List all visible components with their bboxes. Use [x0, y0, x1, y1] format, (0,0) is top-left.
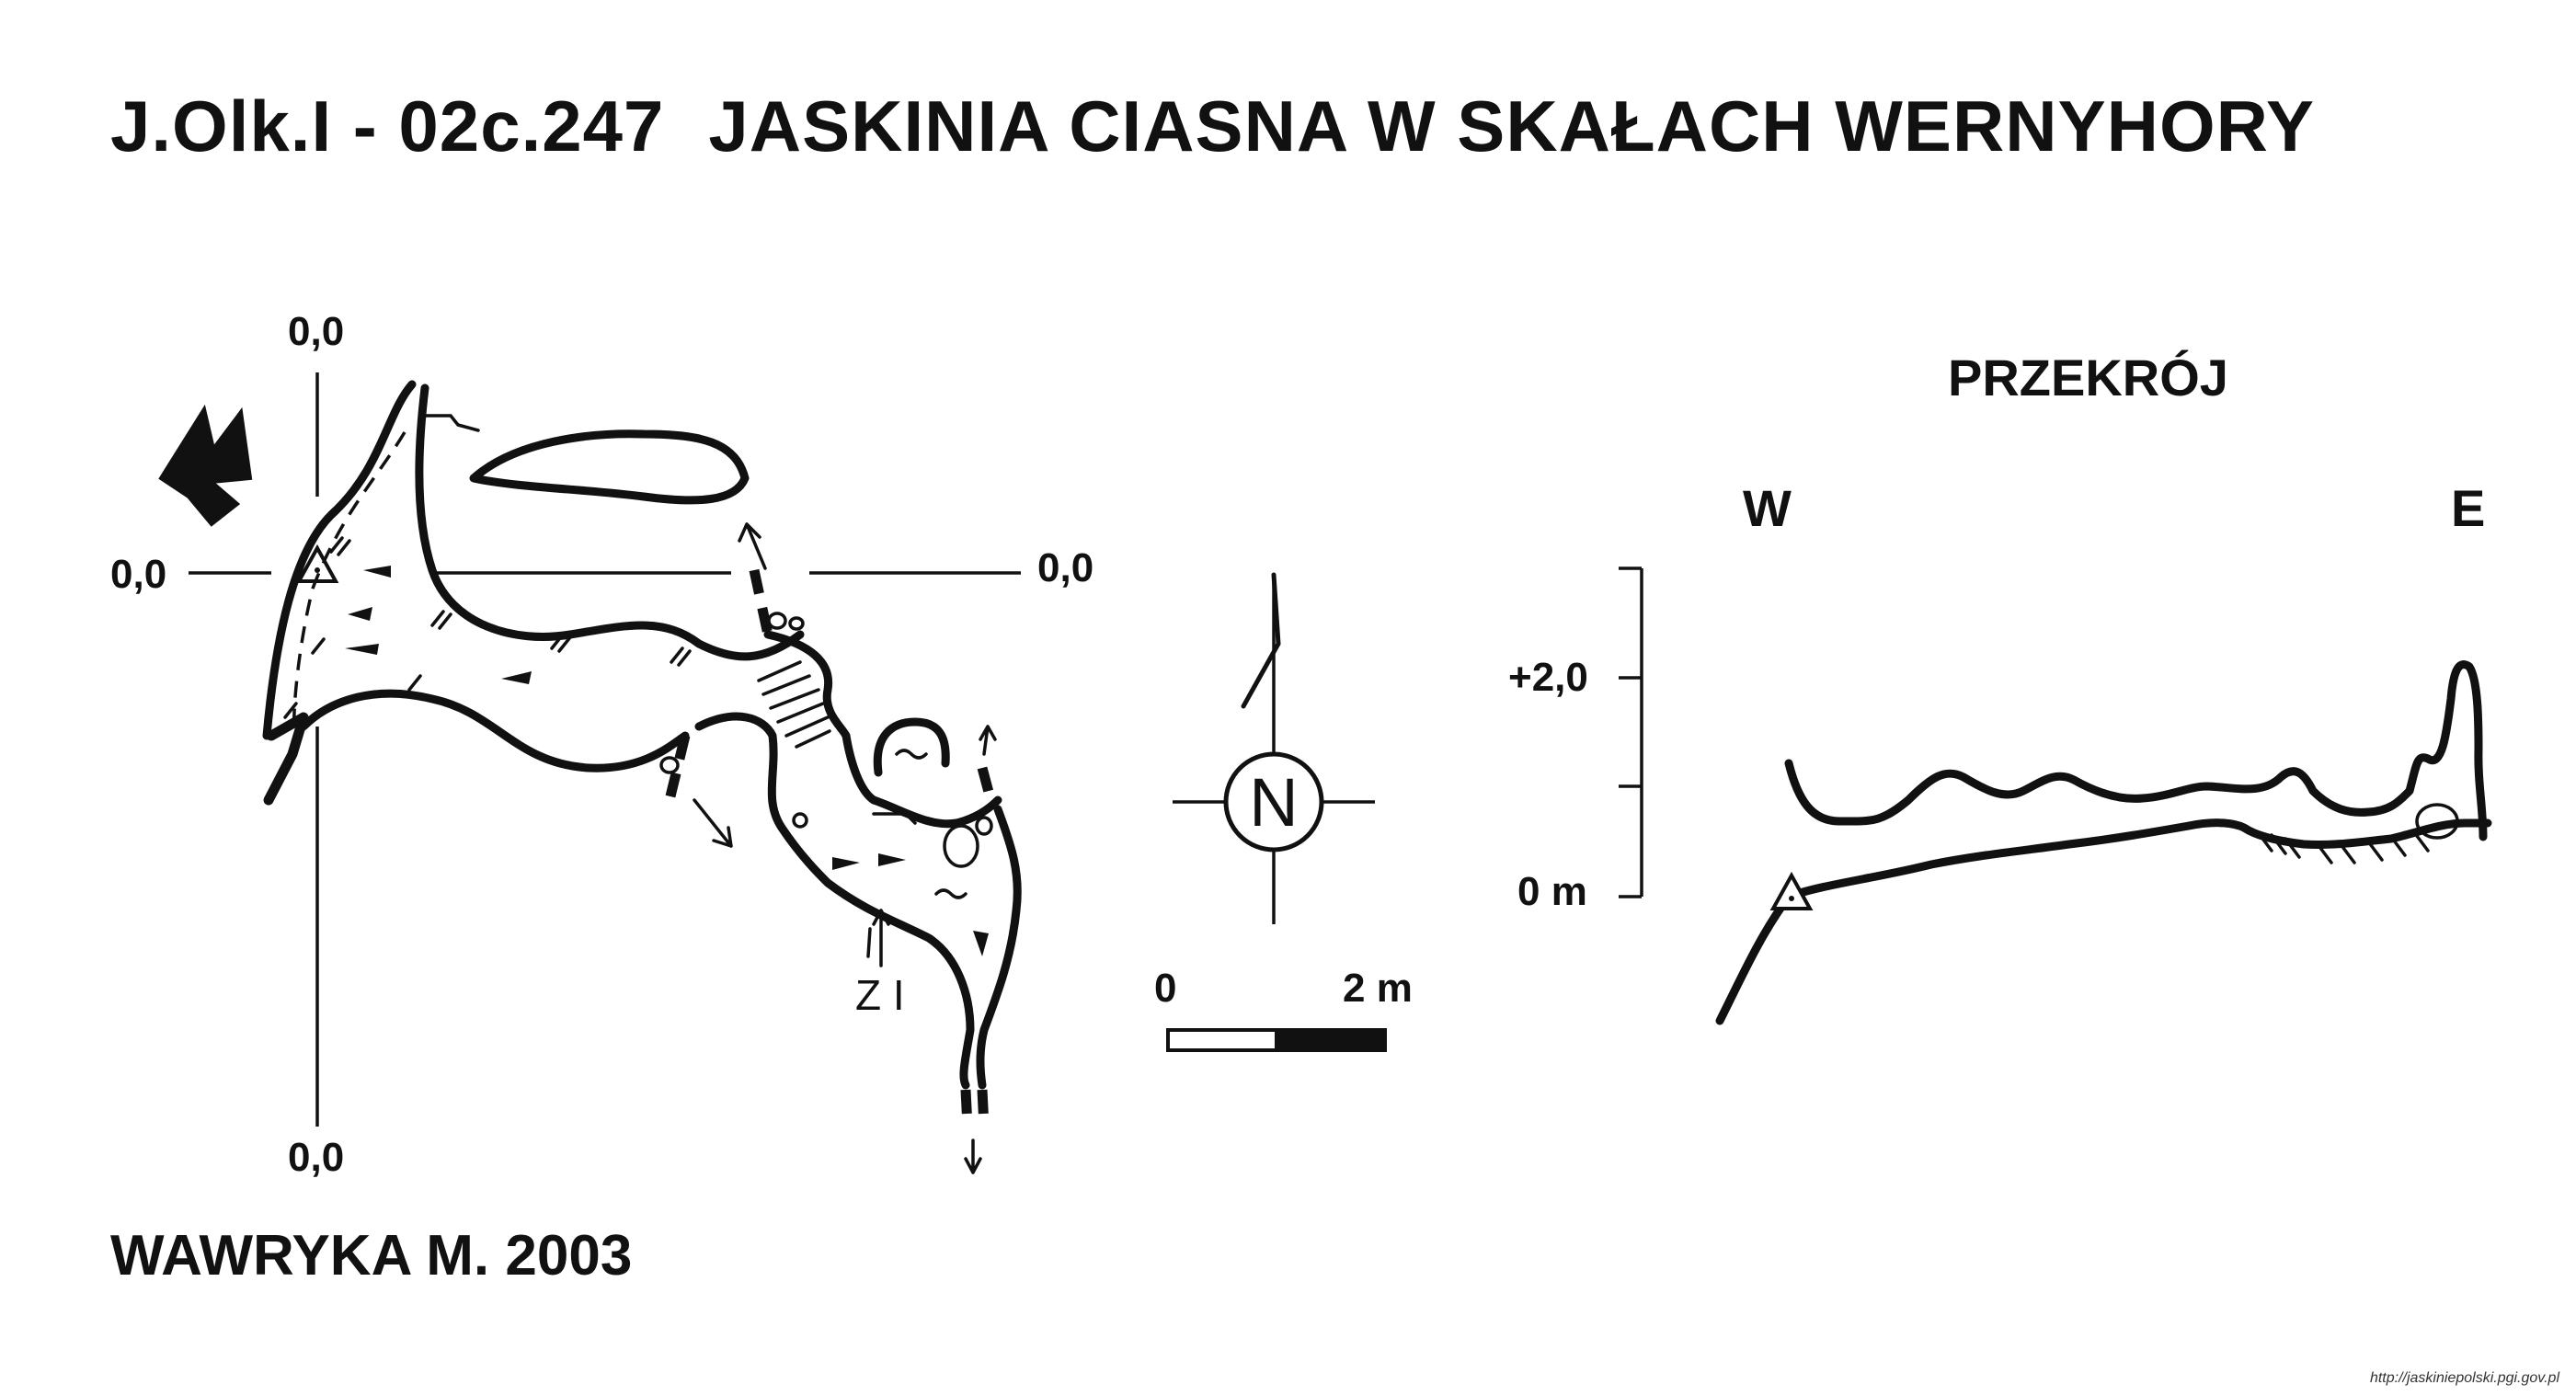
cave-name: JASKINIA CIASNA W SKAŁACH WERNYHORY: [708, 86, 2316, 166]
section-ceiling-line: [1784, 660, 2488, 841]
plan-coord-left: 0,0: [110, 552, 167, 597]
author-credit: WAWRYKA M. 2003: [110, 1224, 633, 1287]
upper-pocket-outline: [469, 429, 750, 505]
water-mark-lower-icon: [934, 888, 967, 899]
east-wall-gap: [749, 568, 773, 636]
section-east-label: E: [2451, 479, 2486, 537]
section-station-dot: [1789, 896, 1794, 901]
scale-segment-white: [1166, 1028, 1278, 1052]
east-loop-wall: [841, 731, 1002, 829]
survey-station-dot: [315, 567, 320, 573]
alcove-gap: [977, 766, 999, 811]
east-wall-upper: [763, 630, 851, 740]
survey-marker-arrow: [872, 909, 890, 967]
compass-circle-icon: [1223, 751, 1324, 852]
passage-arrow-north: [738, 522, 767, 570]
slope-triangles: [345, 566, 989, 956]
rubble-hatching: [757, 660, 831, 749]
scale-end-label: 2 m: [1343, 966, 1413, 1011]
boulders: [659, 612, 993, 868]
section-station-icon: [1769, 871, 1814, 910]
north-needle-icon: [1241, 572, 1281, 709]
page-title: J.Olk.I - 02c.247 JASKINIA CIASNA W SKAŁA…: [110, 85, 2315, 168]
ledge-step-mark: [872, 812, 917, 825]
alcove-outline: [873, 717, 950, 777]
cave-plan: [158, 372, 1022, 1174]
east-lower-wall: [976, 805, 1022, 1090]
marker-tick: [866, 927, 872, 958]
section-floor-line: [1715, 818, 2492, 1025]
survey-marker-label: Z I: [855, 971, 905, 1019]
section-west-label: W: [1743, 479, 1792, 537]
floor-marks: [283, 536, 692, 719]
north-arrow: N: [1173, 572, 1375, 924]
scale-bar: [1166, 1028, 1387, 1052]
source-footer: http://jaskiniepolski.pgi.gov.pl: [2369, 1370, 2559, 1386]
section-boulder: [2415, 803, 2459, 840]
passage-north-wall: [415, 383, 805, 661]
north-letter: N: [1249, 764, 1298, 841]
water-mark-icon: [895, 749, 928, 760]
cave-code: J.Olk.I - 02c.247: [110, 86, 665, 166]
section-tick-upper: +2,0: [1508, 655, 1588, 700]
cave-section: [1619, 566, 2492, 1025]
south-wall-gap: [664, 734, 691, 802]
ceiling-step-mark: [423, 414, 480, 432]
entrance-lower-wall: [263, 712, 309, 806]
inner-passage-wall: [694, 712, 975, 1090]
passage-arrow-down: [964, 1139, 982, 1174]
entrance-arrow-icon: [158, 404, 253, 527]
drip-line: [292, 431, 406, 737]
plan-coord-right: 0,0: [1037, 545, 1094, 590]
passage-south-wall: [299, 689, 690, 772]
section-tick-zero: 0 m: [1517, 869, 1587, 914]
survey-station-icon: [295, 544, 339, 583]
plan-coord-top: 0,0: [288, 309, 345, 354]
plan-coord-bottom: 0,0: [288, 1135, 345, 1180]
entrance-outer-wall: [262, 380, 417, 740]
scale-start-label: 0: [1154, 966, 1177, 1011]
passage-arrow-up: [979, 725, 997, 756]
scale-segment-black: [1275, 1028, 1387, 1052]
lower-exit-gap-right: [977, 1089, 990, 1127]
section-sediment-hatching: [2256, 830, 2430, 864]
passage-arrow-southeast: [693, 798, 733, 848]
section-heading: PRZEKRÓJ: [1948, 349, 2228, 406]
lower-exit-gap-left: [960, 1089, 973, 1127]
